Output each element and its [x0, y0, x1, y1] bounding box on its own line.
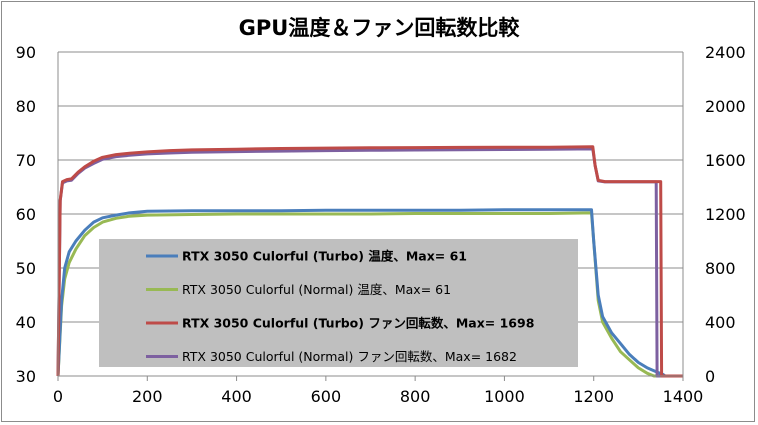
x-tick-label: 800 [400, 387, 431, 406]
legend-label-2: RTX 3050 Culorful (Turbo) ファン回転数、Max= 16… [182, 316, 534, 331]
chart-title: GPU温度＆ファン回転数比較 [239, 16, 521, 40]
y-right-tick-label: 400 [705, 313, 736, 332]
y-left-tick-label: 30 [16, 367, 36, 386]
legend-label-1: RTX 3050 Culorful (Normal) 温度、Max= 61 [182, 282, 451, 297]
x-tick-label: 200 [132, 387, 163, 406]
legend-label-3: RTX 3050 Culorful (Normal) ファン回転数、Max= 1… [182, 349, 517, 364]
x-tick-label: 400 [221, 387, 252, 406]
y-right-tick-label: 1600 [705, 151, 746, 170]
x-tick-label: 0 [53, 387, 63, 406]
x-tick-label: 1200 [573, 387, 614, 406]
legend-box [99, 239, 578, 367]
x-tick-label: 1000 [484, 387, 525, 406]
y-left-tick-label: 40 [16, 313, 36, 332]
y-right-tick-label: 800 [705, 259, 736, 278]
y-left-tick-label: 90 [16, 43, 36, 62]
y-left-tick-label: 80 [16, 97, 36, 116]
y-right-tick-label: 0 [705, 367, 715, 386]
y-left-tick-label: 70 [16, 151, 36, 170]
x-tick-label: 600 [311, 387, 342, 406]
legend-label-0: RTX 3050 Culorful (Turbo) 温度、Max= 61 [182, 249, 467, 264]
plot-area [56, 145, 683, 378]
y-left-tick-label: 50 [16, 259, 36, 278]
y-left-tick-label: 60 [16, 205, 36, 224]
series-line-2 [56, 145, 683, 378]
axes: 30 40 50 60 70 80 90 0 400 800 1200 1600 2000 2400 0 20… [16, 43, 746, 406]
y-right-tick-label: 2400 [705, 43, 746, 62]
y-right-tick-label: 1200 [705, 205, 746, 224]
legend: RTX 3050 Culorful (Turbo) 温度、Max= 61 RTX … [99, 239, 578, 367]
series-line-1 [56, 211, 683, 378]
y-right-tick-label: 2000 [705, 97, 746, 116]
x-tick-label: 1400 [663, 387, 704, 406]
series-line-0 [56, 208, 683, 378]
